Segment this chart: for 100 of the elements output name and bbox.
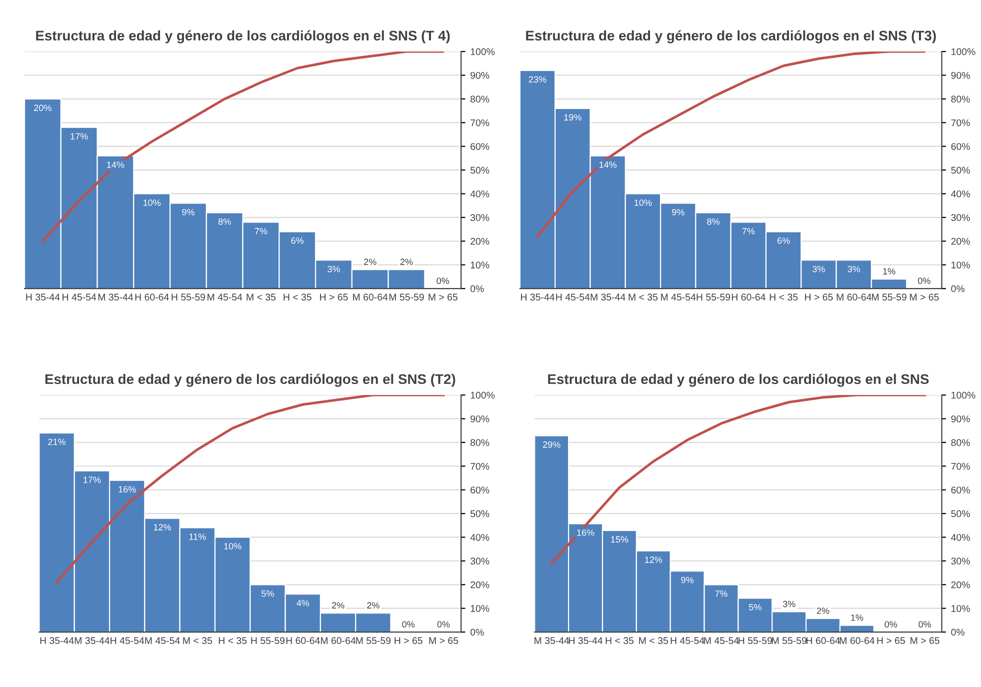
y2-tick-label: 60% <box>951 143 970 150</box>
x-tick-label: M 60-64 <box>836 294 872 301</box>
x-tick-label: M > 65 <box>429 637 458 644</box>
y2-tick-label: 10% <box>952 605 970 612</box>
data-label: 8% <box>218 218 231 225</box>
x-tick-label: H 45-54 <box>62 294 96 301</box>
y2-tick-label: 80% <box>470 439 490 446</box>
y2-tick-label: 40% <box>470 534 490 541</box>
data-label: 17% <box>70 133 88 140</box>
data-label: 9% <box>681 576 694 584</box>
y2-tick-label: 100% <box>952 392 976 399</box>
y2-tick-label: 20% <box>470 581 490 588</box>
x-tick-label: H < 35 <box>606 637 634 644</box>
y2-tick-label: 0% <box>470 628 484 636</box>
data-label: 23% <box>528 76 546 83</box>
data-label: 8% <box>707 218 720 225</box>
x-tick-label: H > 65 <box>320 294 348 301</box>
data-label: 3% <box>782 600 796 608</box>
y2-tick-label: 30% <box>951 214 970 222</box>
y2-tick-label: 90% <box>951 415 970 422</box>
data-label: 7% <box>742 228 755 234</box>
x-tick-label: M 55-59 <box>389 294 424 301</box>
x-tick-label: M 60-64 <box>840 637 874 644</box>
x-tick-label: M 35-44 <box>590 294 626 301</box>
y2-tick-label: 60% <box>951 486 970 494</box>
x-tick-label: H 55-59 <box>172 294 206 301</box>
y2-tick-label: 100% <box>952 48 976 56</box>
data-label: 15% <box>611 536 628 543</box>
y2-tick-label: 30% <box>951 558 970 565</box>
y2-tick-label: 100% <box>470 48 495 56</box>
data-label: 0% <box>918 278 930 284</box>
data-label: 4% <box>296 600 310 606</box>
y2-tick-label: 0% <box>951 285 964 292</box>
chart-title: Estructura de edad y género de los cardiólogos en el SNS (T 4) <box>36 30 450 44</box>
y2-tick-label: 80% <box>470 96 490 103</box>
x-tick-label: M 60-64 <box>321 637 356 644</box>
data-label: 0% <box>437 621 450 628</box>
x-tick-label: H < 35 <box>284 294 312 301</box>
y2-tick-label: 50% <box>470 166 490 174</box>
y2-tick-label: 40% <box>470 190 490 198</box>
data-label: 20% <box>34 104 52 112</box>
data-label: 21% <box>48 438 66 446</box>
y2-tick-label: 30% <box>470 214 490 222</box>
x-tick-label: H 35-44 <box>40 637 74 644</box>
x-tick-label: M > 65 <box>428 294 458 301</box>
x-tick-label: M > 65 <box>910 294 939 301</box>
y2-tick-label: 20% <box>470 238 490 245</box>
x-tick-label: M < 35 <box>183 637 212 644</box>
x-tick-label: M 45-54 <box>661 294 696 301</box>
x-tick-label: M 35-44 <box>534 637 570 644</box>
data-label: 14% <box>599 162 617 168</box>
data-label: 0% <box>884 621 898 628</box>
x-tick-label: M < 35 <box>246 294 276 301</box>
data-label: 2% <box>332 602 344 609</box>
data-label: 29% <box>543 441 560 448</box>
x-tick-label: M 45-54 <box>145 637 180 644</box>
x-tick-label: M < 35 <box>639 637 668 644</box>
x-tick-label: H 55-59 <box>738 637 772 644</box>
y2-tick-label: 0% <box>470 285 484 292</box>
x-tick-label: M 55-59 <box>772 637 806 644</box>
x-tick-label: H 35-44 <box>521 294 555 301</box>
x-tick-label: H 60-64 <box>135 294 169 301</box>
x-tick-label: M 60-64 <box>353 294 388 301</box>
x-tick-label: H > 65 <box>805 294 833 301</box>
x-tick-label: M 45-54 <box>704 637 739 644</box>
x-tick-label: H 60-64 <box>286 637 320 644</box>
x-tick-label: H < 35 <box>218 637 247 644</box>
x-tick-label: H > 65 <box>394 637 422 644</box>
y2-tick-label: 40% <box>951 534 970 541</box>
data-label: 6% <box>778 237 790 244</box>
x-tick-label: M 35-44 <box>98 294 134 301</box>
data-label: 19% <box>564 114 582 121</box>
data-label: 2% <box>816 608 830 614</box>
data-label: 16% <box>118 486 136 492</box>
y2-tick-label: 60% <box>470 143 490 150</box>
x-tick-label: H < 35 <box>770 294 798 301</box>
y2-tick-label: 10% <box>470 605 490 612</box>
data-label: 1% <box>851 614 864 621</box>
y2-tick-label: 80% <box>951 439 970 446</box>
data-label: 12% <box>154 524 171 530</box>
data-label: 7% <box>715 590 728 597</box>
x-tick-label: H > 65 <box>877 637 905 644</box>
x-tick-label: H 60-64 <box>806 637 840 644</box>
data-label: 16% <box>577 529 594 536</box>
chart-title: Estructura de edad y género de los cardiólogos en el SNS (T3) <box>526 30 936 44</box>
x-tick-label: H 45-54 <box>110 637 144 644</box>
x-tick-label: H 35-44 <box>26 294 60 301</box>
x-tick-label: M 55-59 <box>872 294 906 301</box>
x-tick-label: M 35-44 <box>74 637 110 644</box>
y2-tick-label: 90% <box>951 72 970 79</box>
x-tick-label: H 45-54 <box>556 294 590 301</box>
data-label: 5% <box>262 590 274 597</box>
y2-tick-label: 70% <box>951 462 970 470</box>
data-label: 1% <box>883 268 896 275</box>
y2-tick-label: 100% <box>470 392 495 399</box>
y2-tick-label: 90% <box>470 415 490 422</box>
data-label: 17% <box>84 476 101 483</box>
data-label: 7% <box>254 228 268 234</box>
data-label: 3% <box>812 266 825 272</box>
x-tick-label: H 55-59 <box>251 637 285 644</box>
